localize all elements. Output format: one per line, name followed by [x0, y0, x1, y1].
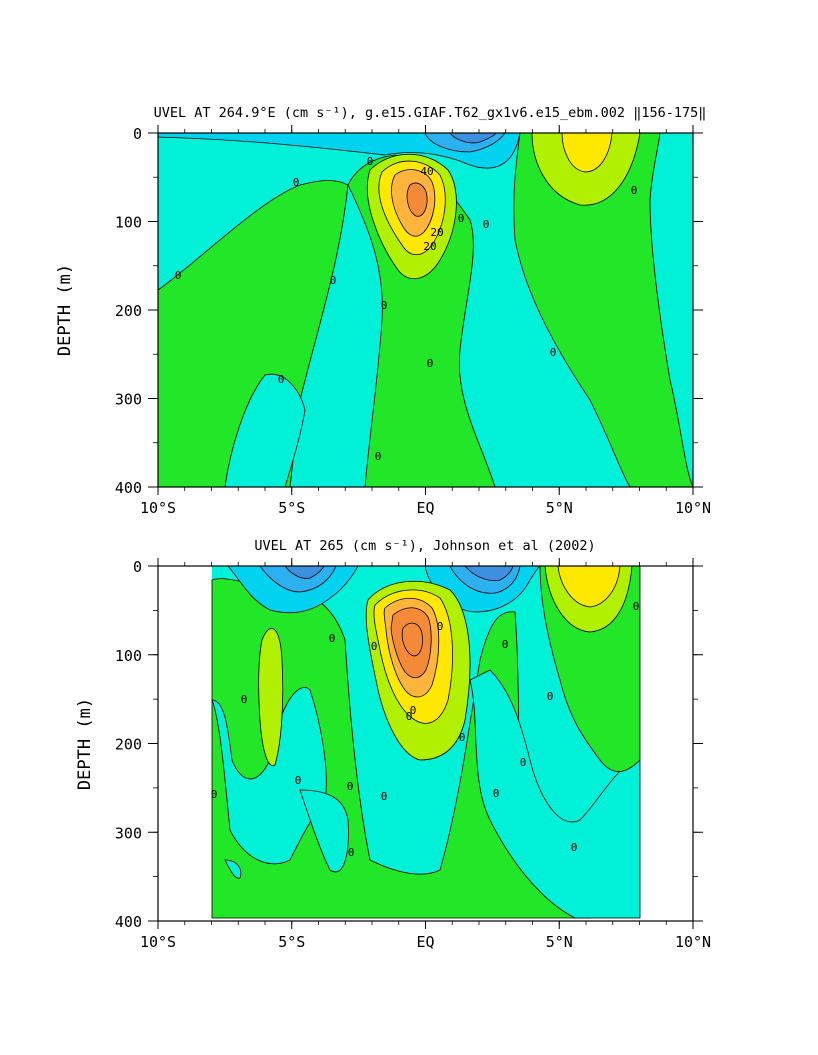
jet-obs-30-40-region	[557, 566, 621, 608]
euc-obs-core-region	[401, 622, 423, 657]
panel-model: UVEL AT 264.9°E (cm s⁻¹), g.e15.GIAF.T62…	[55, 105, 711, 517]
contour-label: 0	[406, 710, 413, 723]
panel-model-field	[158, 133, 693, 487]
contour-label: 0	[371, 640, 378, 653]
panel-model-ylabel: DEPTH (m)	[55, 264, 75, 356]
y-tick-label: 300	[115, 391, 142, 409]
y-tick-label: 100	[115, 647, 142, 665]
contour-label: 0	[295, 774, 302, 787]
sec-west-core2-region	[284, 566, 325, 579]
x-tick-label: 10°S	[140, 933, 176, 951]
panel-observed-field	[211, 566, 641, 919]
contour-label: 0	[347, 780, 354, 793]
contour-label: 0	[381, 790, 388, 803]
contour-label: 0	[483, 218, 490, 231]
contour-label: 0	[502, 638, 509, 651]
field-20-30-strip-region	[258, 628, 284, 767]
contour-label: 0	[571, 841, 578, 854]
contour-label: 0	[427, 357, 434, 370]
x-tick-label: 10°S	[140, 499, 176, 517]
euc-50-60-region	[406, 182, 428, 217]
panel-observed-title: UVEL AT 265 (cm s⁻¹), Johnson et al (200…	[254, 538, 595, 554]
y-tick-label: 200	[115, 302, 142, 320]
field-negative-region	[158, 133, 521, 169]
contour-label: 0	[458, 212, 465, 225]
panel-observed: UVEL AT 265 (cm s⁻¹), Johnson et al (200…	[75, 538, 711, 951]
contour-label: 0	[633, 600, 640, 613]
contour-label: 0	[348, 846, 355, 859]
x-tick-label: EQ	[416, 933, 434, 951]
x-tick-label: EQ	[416, 499, 434, 517]
field-0-10-southwest-region	[299, 789, 349, 873]
field-negative-core2-region	[449, 133, 497, 144]
contour-label: 20	[423, 240, 436, 253]
contour-label: 0	[293, 176, 300, 189]
sec-east-core2-region	[464, 566, 514, 581]
contour-label: 0	[437, 620, 444, 633]
panel-observed-ylabel: DEPTH (m)	[75, 698, 95, 790]
y-tick-label: 0	[133, 558, 142, 576]
field-0-10-west-inset-region	[224, 373, 306, 487]
panel-observed-ticks: 10°S 5°S EQ 5°N 10°N 0 100 200 300 400	[115, 558, 711, 951]
contour-label: 0	[520, 756, 527, 769]
contour-label: 0	[330, 274, 337, 287]
x-tick-label: 5°S	[278, 499, 305, 517]
panel-model-title: UVEL AT 264.9°E (cm s⁻¹), g.e15.GIAF.T62…	[154, 105, 707, 121]
contour-label: 0	[547, 690, 554, 703]
x-tick-label: 10°N	[675, 499, 711, 517]
x-tick-label: 5°S	[278, 933, 305, 951]
contour-label: 0	[459, 731, 466, 744]
contour-label: 0	[175, 269, 182, 282]
x-tick-label: 5°N	[546, 933, 573, 951]
contour-label: 0	[410, 704, 417, 717]
field-10-20-west-region	[158, 180, 349, 487]
contour-label: 0	[381, 299, 388, 312]
y-tick-label: 300	[115, 824, 142, 842]
y-tick-label: 100	[115, 214, 142, 232]
contour-label: 0	[375, 450, 382, 463]
jet-30-40-region	[561, 133, 613, 173]
contour-label: 0	[550, 346, 557, 359]
y-tick-label: 0	[133, 125, 142, 143]
contour-label: 0	[329, 632, 336, 645]
contour-label: 20	[430, 226, 443, 239]
contour-label: 0	[211, 788, 218, 801]
field-0-10-west-region	[211, 687, 327, 865]
x-tick-label: 10°N	[675, 933, 711, 951]
contour-label: 0	[493, 787, 500, 800]
contour-label: 0	[241, 693, 248, 706]
contour-label: 0	[367, 155, 374, 168]
field-0-10-pocket-region	[224, 859, 242, 879]
y-tick-label: 400	[115, 479, 142, 497]
contour-label: 40	[420, 165, 433, 178]
y-tick-label: 200	[115, 736, 142, 754]
x-tick-label: 5°N	[546, 499, 573, 517]
field-10-20-east-region	[513, 133, 693, 487]
contour-label: 0	[278, 373, 285, 386]
y-tick-label: 400	[115, 913, 142, 931]
contour-label: 0	[631, 184, 638, 197]
